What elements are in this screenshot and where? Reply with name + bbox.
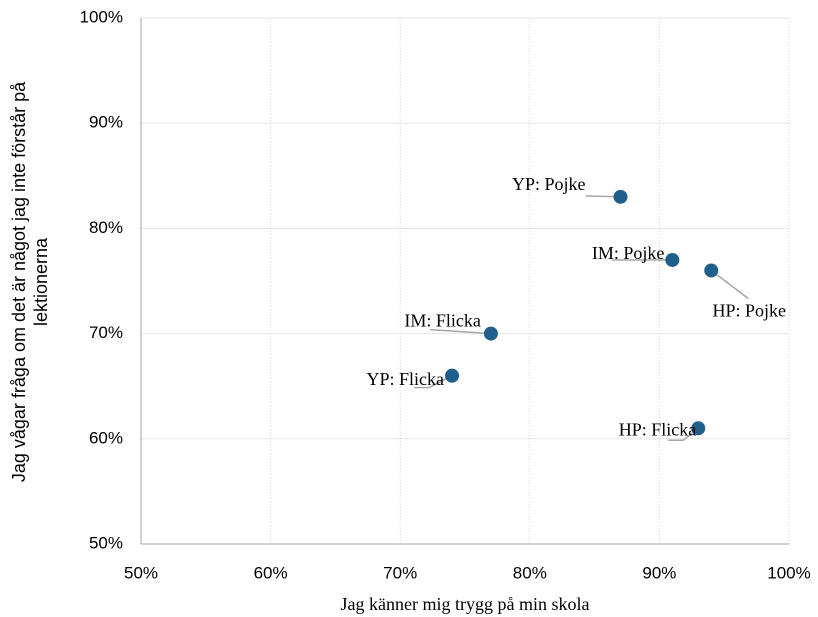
- leader-line: [429, 328, 491, 335]
- y-tick-label: 70%: [89, 323, 123, 342]
- data-label: IM: Flicka: [404, 311, 481, 331]
- x-tick-label: 100%: [767, 563, 810, 582]
- data-label: HP: Flicka: [619, 419, 697, 439]
- x-tick-label: 60%: [254, 563, 288, 582]
- x-tick-label: 80%: [513, 563, 547, 582]
- y-tick-label: 80%: [89, 218, 123, 237]
- leader-line: [710, 269, 749, 300]
- y-axis-title-line: lektionerna: [31, 237, 51, 326]
- y-axis-title-line: Jag vågar fråga om det är något jag inte…: [9, 81, 29, 482]
- data-label: IM: Pojke: [592, 243, 665, 263]
- data-label: YP: Pojke: [512, 174, 586, 194]
- x-axis-title: Jag känner mig trygg på min skola: [341, 594, 590, 614]
- y-axis-title: Jag vågar fråga om det är något jag inte…: [9, 81, 51, 482]
- y-tick-label: 100%: [80, 7, 123, 26]
- point: [613, 189, 628, 204]
- y-tick-label: 90%: [89, 113, 123, 132]
- point: [445, 368, 460, 383]
- x-tick-label: 50%: [124, 563, 158, 582]
- point: [691, 421, 706, 436]
- leader-line: [414, 375, 453, 389]
- point: [483, 326, 498, 341]
- data-label: YP: Flicka: [367, 369, 445, 389]
- y-tick-label: 50%: [89, 533, 123, 552]
- y-tick-label: 60%: [89, 428, 123, 447]
- point: [704, 263, 719, 278]
- x-tick-label: 90%: [642, 563, 676, 582]
- point: [665, 252, 680, 267]
- data-label: HP: Pojke: [712, 301, 786, 321]
- x-tick-label: 70%: [383, 563, 417, 582]
